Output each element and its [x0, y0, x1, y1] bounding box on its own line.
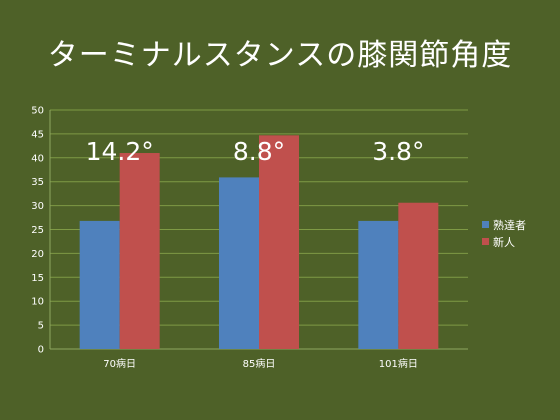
legend-swatch: [482, 221, 489, 228]
legend-label: 熟達者: [493, 218, 526, 232]
difference-annotation: 3.8°: [372, 137, 424, 166]
y-tick-label: 40: [31, 153, 44, 164]
y-tick-label: 15: [31, 273, 44, 284]
bar-series1: [219, 177, 259, 349]
chart-title: ターミナルスタンスの膝関節角度: [47, 38, 513, 73]
y-tick-label: 20: [31, 249, 44, 260]
y-tick-label: 50: [31, 106, 44, 117]
bar-series1: [79, 220, 120, 349]
bar-series1: [358, 220, 399, 349]
bar-series2: [119, 153, 160, 349]
x-tick-label: 101病日: [379, 357, 418, 370]
y-tick-label: 5: [38, 321, 44, 332]
y-tick-label: 25: [31, 225, 44, 236]
y-tick-label: 35: [31, 177, 44, 188]
legend-swatch: [482, 238, 489, 245]
y-tick-label: 30: [31, 201, 44, 212]
y-tick-label: 0: [38, 345, 44, 356]
y-tick-label: 45: [31, 129, 44, 140]
x-tick-label: 85病日: [243, 357, 276, 370]
legend-label: 新人: [493, 235, 515, 249]
bar-series2: [398, 202, 439, 349]
y-tick-label: 10: [31, 297, 44, 308]
x-tick-label: 70病日: [103, 357, 136, 370]
bar-series2: [259, 135, 299, 349]
difference-annotation: 8.8°: [233, 137, 285, 166]
difference-annotation: 14.2°: [86, 137, 154, 166]
